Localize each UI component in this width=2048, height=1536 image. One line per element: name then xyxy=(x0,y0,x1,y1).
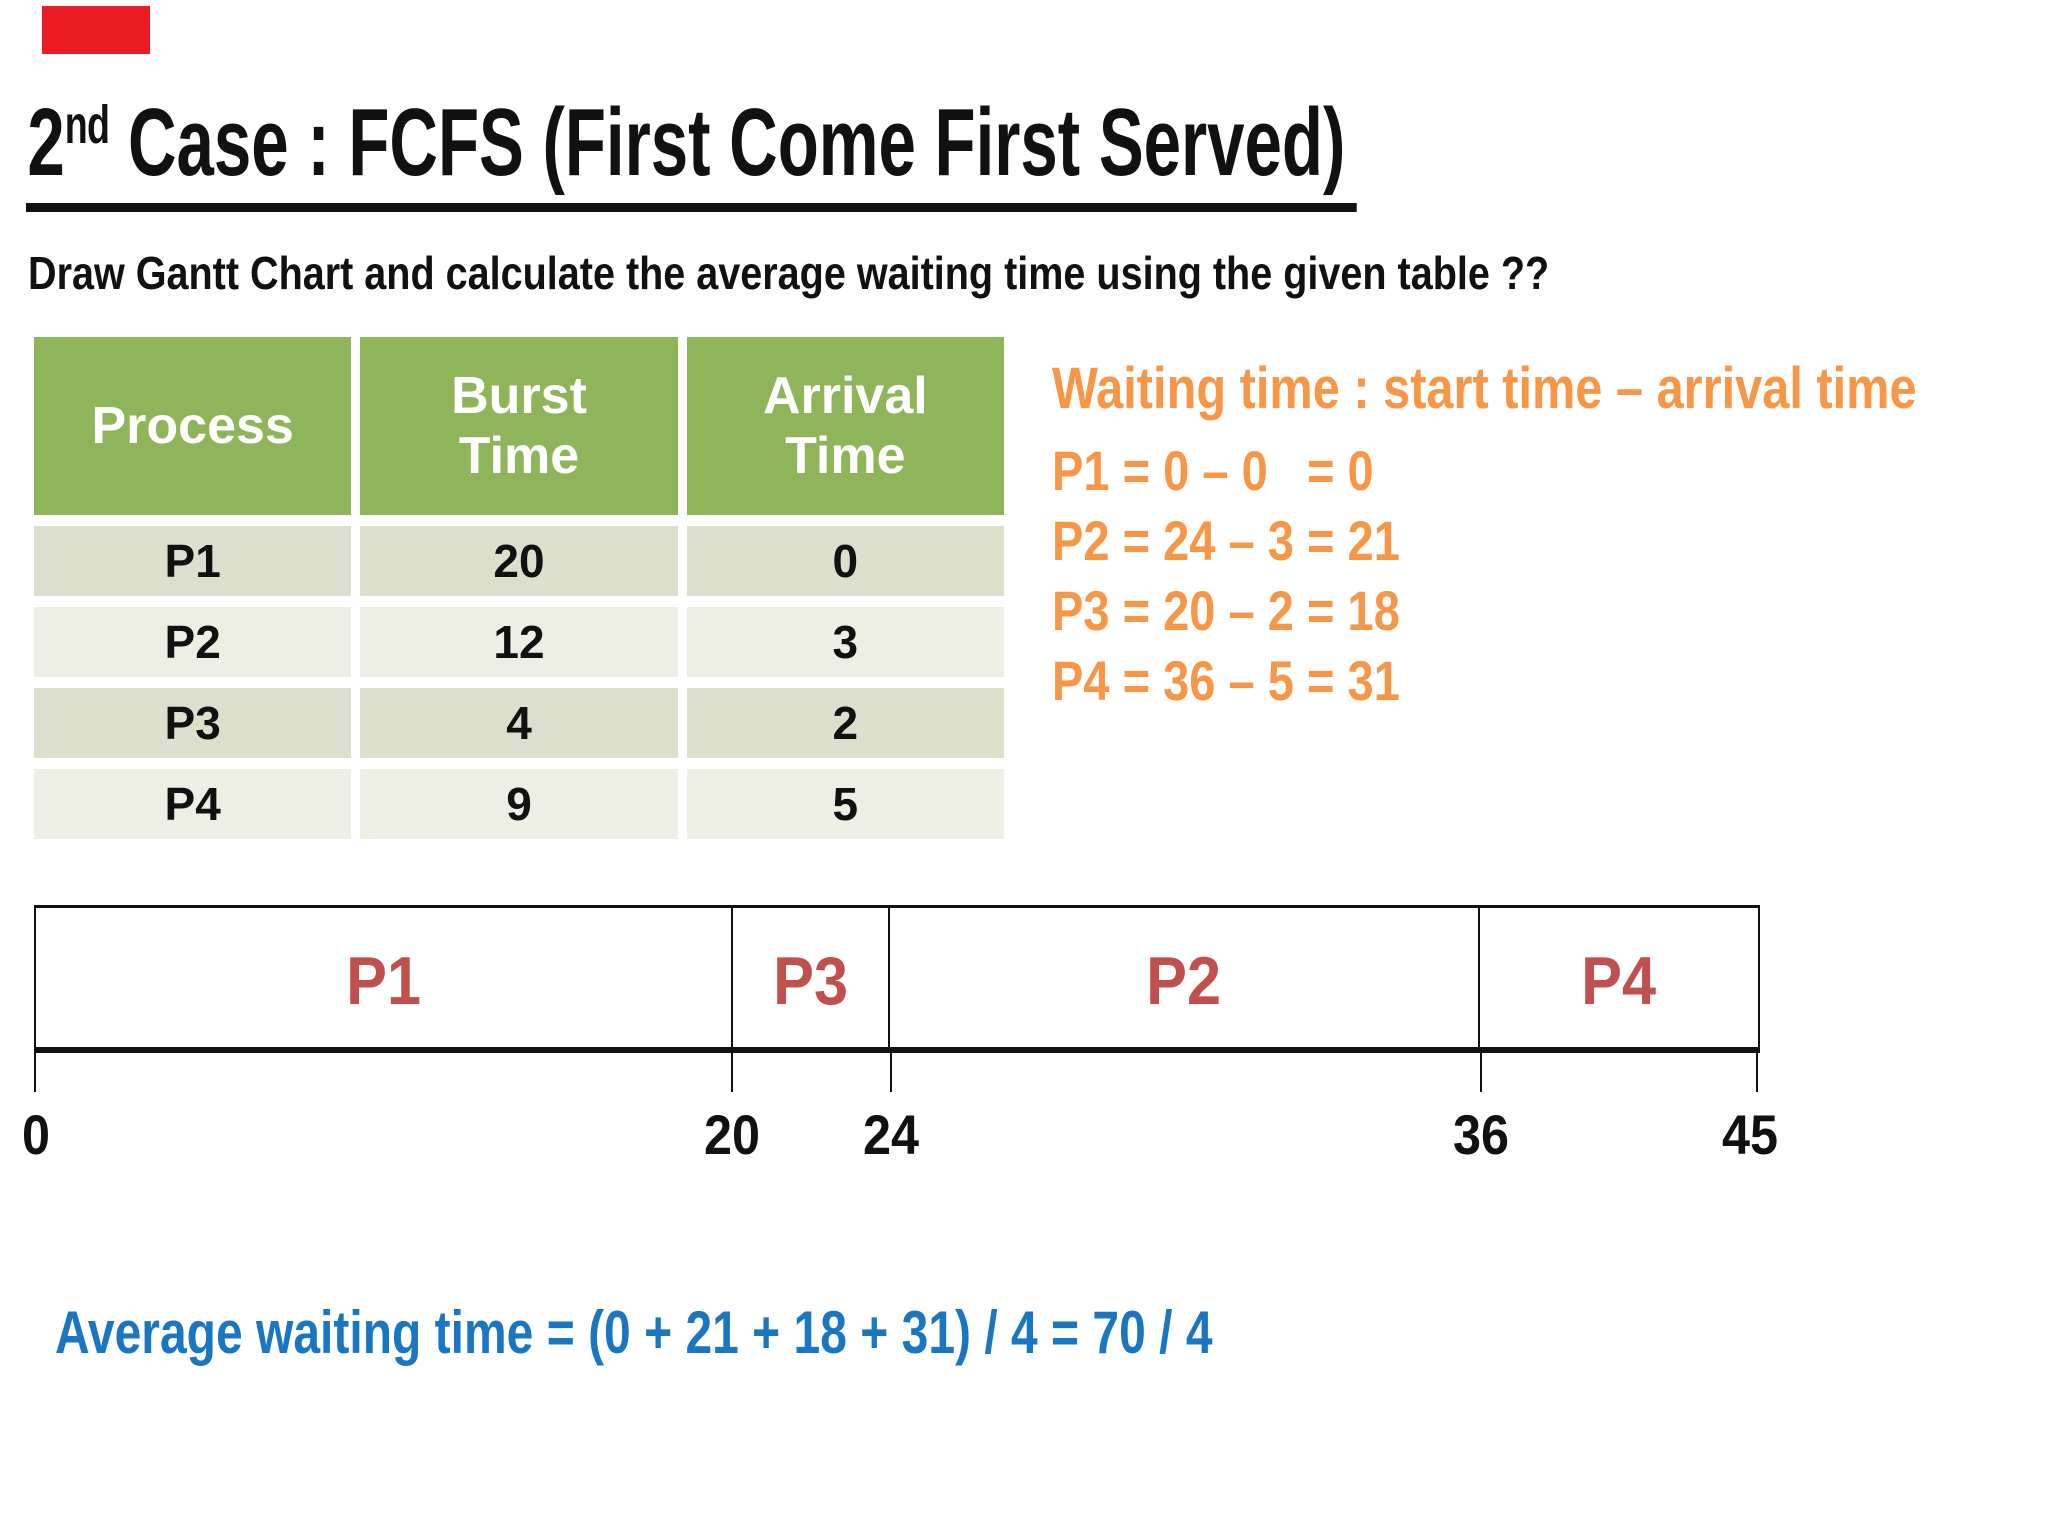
table-cell-p1-arrival: 0 xyxy=(686,526,1004,596)
page-title: 2nd Case : FCFS (First Come First Served… xyxy=(26,90,1927,212)
waiting-time-line-p3: P3 = 20 – 2 = 18 xyxy=(1052,579,1400,642)
gantt-label-p3: P3 xyxy=(773,942,848,1019)
page-title-text: 2nd Case : FCFS (First Come First Served… xyxy=(26,90,1357,212)
table-cell-p2-arrival: 3 xyxy=(686,607,1004,677)
table-header-arrival-time: Arrival Time xyxy=(686,337,1004,515)
waiting-time-heading: Waiting time : start time – arrival time xyxy=(1052,356,1917,421)
gantt-tick-24 xyxy=(890,1050,892,1092)
gantt-axis-label-36: 36 xyxy=(1452,1103,1510,1166)
table-cell-p1-burst: 20 xyxy=(360,526,678,596)
gantt-segment-p2: P2 xyxy=(890,908,1480,1047)
gantt-segment-p1: P1 xyxy=(36,908,733,1047)
process-table: Process Burst Time Arrival Time P1 20 0 … xyxy=(34,337,1004,839)
gantt-axis-label-24: 24 xyxy=(862,1103,920,1166)
average-waiting-time-line: Average waiting time = (0 + 21 + 18 + 31… xyxy=(55,1298,1502,1367)
gantt-axis-label-45: 45 xyxy=(1721,1103,1779,1166)
waiting-time-line-p2: P2 = 24 – 3 = 21 xyxy=(1052,509,1400,572)
table-cell-p3-process: P3 xyxy=(34,688,352,758)
gantt-label-p1: P1 xyxy=(346,942,421,1019)
table-header-burst-time: Burst Time xyxy=(360,337,678,515)
waiting-time-line-p1: P1 = 0 – 0 = 0 xyxy=(1052,439,1374,502)
gantt-chart: P1 P3 P2 P4 xyxy=(34,905,1760,1053)
gantt-tick-0 xyxy=(34,1050,36,1092)
title-number: 2 xyxy=(27,89,65,196)
gantt-tick-36 xyxy=(1480,1050,1482,1092)
gantt-tick-20 xyxy=(731,1050,733,1092)
waiting-time-line-p4: P4 = 36 – 5 = 31 xyxy=(1052,649,1400,712)
title-rest: Case : FCFS (First Come First Served) xyxy=(109,89,1346,196)
title-superscript: nd xyxy=(64,94,110,155)
table-header-process: Process xyxy=(34,337,352,515)
table-cell-p3-burst: 4 xyxy=(360,688,678,758)
table-cell-p2-burst: 12 xyxy=(360,607,678,677)
table-cell-p2-process: P2 xyxy=(34,607,352,677)
gantt-axis-label-20: 20 xyxy=(703,1103,761,1166)
table-cell-p1-process: P1 xyxy=(34,526,352,596)
subtitle-text: Draw Gantt Chart and calculate the avera… xyxy=(28,247,1550,299)
gantt-axis-label-0: 0 xyxy=(21,1103,51,1166)
gantt-segment-p3: P3 xyxy=(733,908,890,1047)
gantt-label-p2: P2 xyxy=(1146,942,1222,1019)
gantt-label-p4: P4 xyxy=(1581,942,1657,1019)
gantt-tick-45 xyxy=(1756,1050,1758,1092)
red-marker-bar xyxy=(42,6,150,54)
table-cell-p4-burst: 9 xyxy=(360,769,678,839)
table-cell-p4-arrival: 5 xyxy=(686,769,1004,839)
waiting-time-block: Waiting time : start time – arrival time… xyxy=(1052,356,2048,716)
gantt-segment-p4: P4 xyxy=(1480,908,1758,1047)
average-waiting-time-text: Average waiting time = (0 + 21 + 18 + 31… xyxy=(55,1299,1213,1366)
subtitle: Draw Gantt Chart and calculate the avera… xyxy=(28,246,1797,300)
table-cell-p3-arrival: 2 xyxy=(686,688,1004,758)
table-cell-p4-process: P4 xyxy=(34,769,352,839)
